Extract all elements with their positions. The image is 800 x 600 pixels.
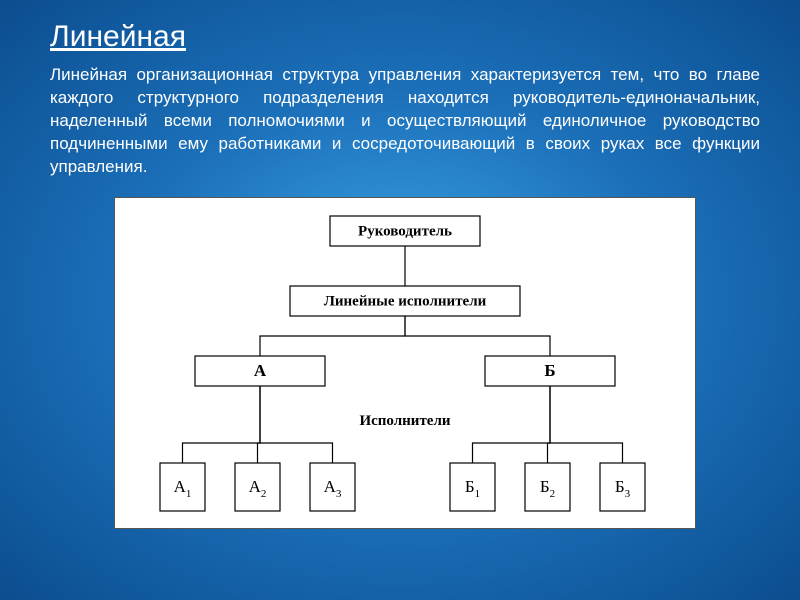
connector bbox=[260, 316, 405, 356]
slide-title: Линейная bbox=[50, 20, 760, 54]
node-label-B: Б bbox=[544, 361, 555, 380]
slide-background: Линейная Линейная организационная структ… bbox=[0, 0, 800, 600]
connector bbox=[260, 386, 333, 463]
node-label-root: Руководитель bbox=[358, 223, 452, 239]
connector bbox=[183, 386, 261, 463]
node-label-exec: Исполнители bbox=[359, 413, 450, 429]
node-label-row2: Линейные исполнители bbox=[324, 293, 487, 309]
connector bbox=[473, 386, 551, 463]
node-label-A: А bbox=[254, 361, 267, 380]
org-chart-svg: Руководитель Линейные исполнители А Б Исполн… bbox=[115, 198, 695, 528]
connector bbox=[550, 386, 623, 463]
connector bbox=[405, 316, 550, 356]
org-chart-panel: Руководитель Линейные исполнители А Б Исполн… bbox=[114, 197, 696, 529]
slide-subtitle: Линейная организационная структура управ… bbox=[50, 64, 760, 179]
